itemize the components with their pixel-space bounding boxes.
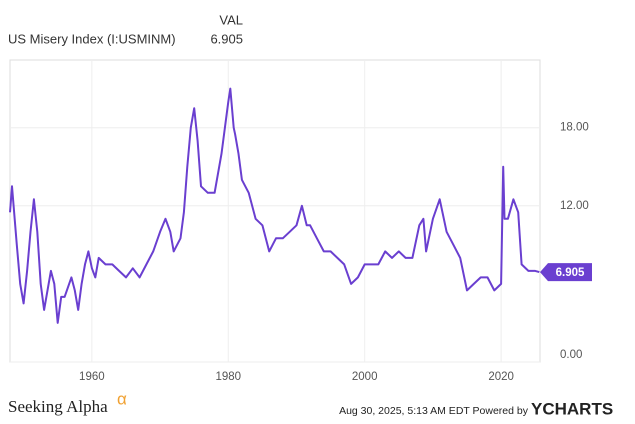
brand: Seeking Alpha: [8, 397, 108, 416]
value-flag-label: 6.905: [556, 267, 585, 279]
value-flag: [540, 263, 592, 282]
data-line: [9, 87, 540, 324]
x-tick-label: 2020: [488, 371, 514, 383]
brand-mark: α: [117, 389, 127, 408]
x-tick-label: 1980: [215, 371, 241, 383]
timestamp: Aug 30, 2025, 5:13 AM EDT Powered by: [339, 405, 529, 417]
x-tick-label: 2000: [352, 371, 378, 383]
legend-value: 6.905: [210, 31, 243, 46]
provider-logo: YCHARTS: [531, 399, 613, 418]
y-tick-label: 0.00: [560, 349, 582, 361]
chart-title: US Misery Index (I:USMINM): [8, 31, 176, 46]
y-tick-label: 18.00: [560, 122, 589, 134]
y-tick-label: 12.00: [560, 200, 589, 212]
value-header: VAL: [219, 12, 243, 27]
x-tick-label: 1960: [79, 371, 105, 383]
plot-frame: [9, 59, 541, 363]
